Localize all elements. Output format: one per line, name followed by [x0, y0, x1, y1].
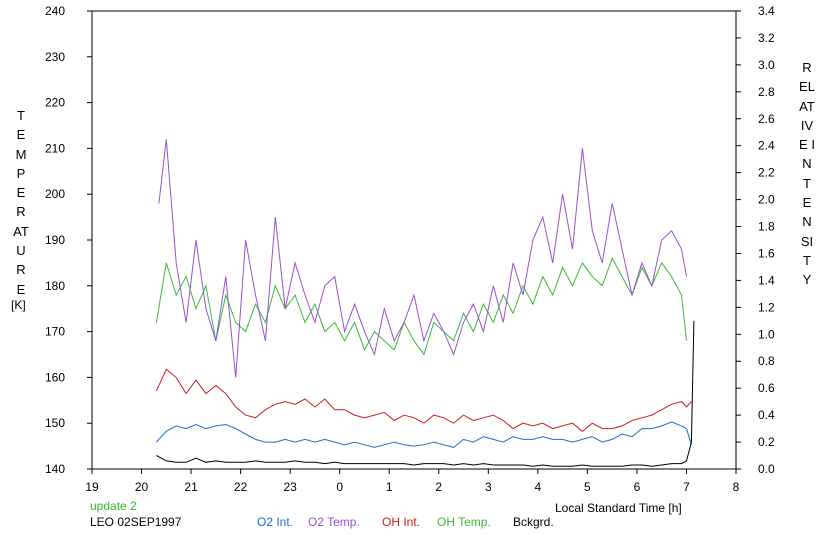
series-line-o2-temp — [158, 139, 687, 378]
site-date-label: LEO 02SEP1997 — [90, 515, 182, 529]
right-axis-title: RELATIVE INTENSITY — [799, 60, 815, 288]
series-lines — [155, 139, 695, 467]
status-label: update 2 — [90, 499, 137, 513]
right-y-tick-label: 0.8 — [758, 354, 775, 368]
right-y-tick-label: 0.2 — [758, 435, 775, 449]
right-y-tick-label: 2.8 — [758, 85, 775, 99]
x-tick-label: 8 — [733, 480, 740, 494]
x-tick-label: 0 — [336, 480, 343, 494]
legend-o2-int: O2 Int. — [257, 515, 294, 529]
right-y-tick-label: 2.6 — [758, 112, 775, 126]
right-y-tick-label: 2.4 — [758, 139, 775, 153]
x-tick-label: 20 — [135, 480, 149, 494]
legend-oh-temp: OH Temp. — [437, 515, 491, 529]
left-y-tick-label: 230 — [45, 50, 65, 64]
right-y-tick-label: 2.2 — [758, 166, 775, 180]
right-y-axis: 0.0 0.2 0.4 0.6 0.8 1.0 1.2 1.4 1.6 1.8 2.0 2.2 2.4 2… — [736, 4, 775, 476]
left-y-tick-label: 170 — [45, 325, 65, 339]
x-tick-label: 5 — [584, 480, 591, 494]
x-tick-label: 3 — [485, 480, 492, 494]
left-y-tick-label: 150 — [45, 416, 65, 430]
left-y-tick-label: 200 — [45, 187, 65, 201]
left-axis-title: TEMPERATURE — [13, 108, 29, 297]
left-y-tick-label: 180 — [45, 279, 65, 293]
right-y-tick-label: 1.6 — [758, 246, 775, 260]
left-y-tick-label: 190 — [45, 233, 65, 247]
right-y-tick-label: 1.0 — [758, 327, 775, 341]
legend-oh-int: OH Int. — [382, 515, 421, 529]
right-y-tick-label: 0.6 — [758, 381, 775, 395]
x-tick-label: 6 — [634, 480, 641, 494]
x-tick-label: 1 — [386, 480, 393, 494]
x-tick-label: 19 — [85, 480, 99, 494]
right-y-tick-label: 1.2 — [758, 300, 775, 314]
right-y-tick-label: 0.0 — [758, 462, 775, 476]
x-axis: 19 20 21 22 23 0 1 2 3 4 5 6 7 8 — [85, 469, 740, 494]
series-line-bckgrd — [156, 320, 695, 467]
right-y-tick-label: 1.4 — [758, 273, 775, 287]
right-y-tick-label: 3.0 — [758, 58, 775, 72]
x-tick-label: 23 — [283, 480, 297, 494]
series-line-o2-int — [156, 421, 692, 448]
left-axis-unit: [K] — [11, 298, 26, 312]
left-y-tick-label: 210 — [45, 141, 65, 155]
left-y-tick-label: 140 — [45, 462, 65, 476]
right-y-tick-label: 1.8 — [758, 220, 775, 234]
plot-area — [91, 10, 737, 470]
x-tick-label: 21 — [184, 480, 198, 494]
x-axis-title: Local Standard Time [h] — [555, 501, 682, 515]
legend-o2-temp: O2 Temp. — [308, 515, 360, 529]
right-y-tick-label: 2.0 — [758, 193, 775, 207]
series-line-oh-temp — [155, 257, 687, 356]
right-y-tick-label: 3.4 — [758, 4, 775, 18]
left-y-axis: 140 150 160 170 180 190 200 210 220 230 240 — [45, 4, 92, 476]
legend-bckgrd: Bckgrd. — [513, 515, 554, 529]
x-tick-label: 2 — [435, 480, 442, 494]
left-y-tick-label: 160 — [45, 370, 65, 384]
x-tick-label: 7 — [683, 480, 690, 494]
right-y-tick-label: 3.2 — [758, 31, 775, 45]
right-y-tick-label: 0.4 — [758, 408, 775, 422]
left-y-tick-label: 240 — [45, 4, 65, 18]
series-line-oh-int — [155, 368, 692, 432]
x-tick-label: 22 — [234, 480, 248, 494]
x-tick-label: 4 — [535, 480, 542, 494]
left-y-tick-label: 220 — [45, 96, 65, 110]
